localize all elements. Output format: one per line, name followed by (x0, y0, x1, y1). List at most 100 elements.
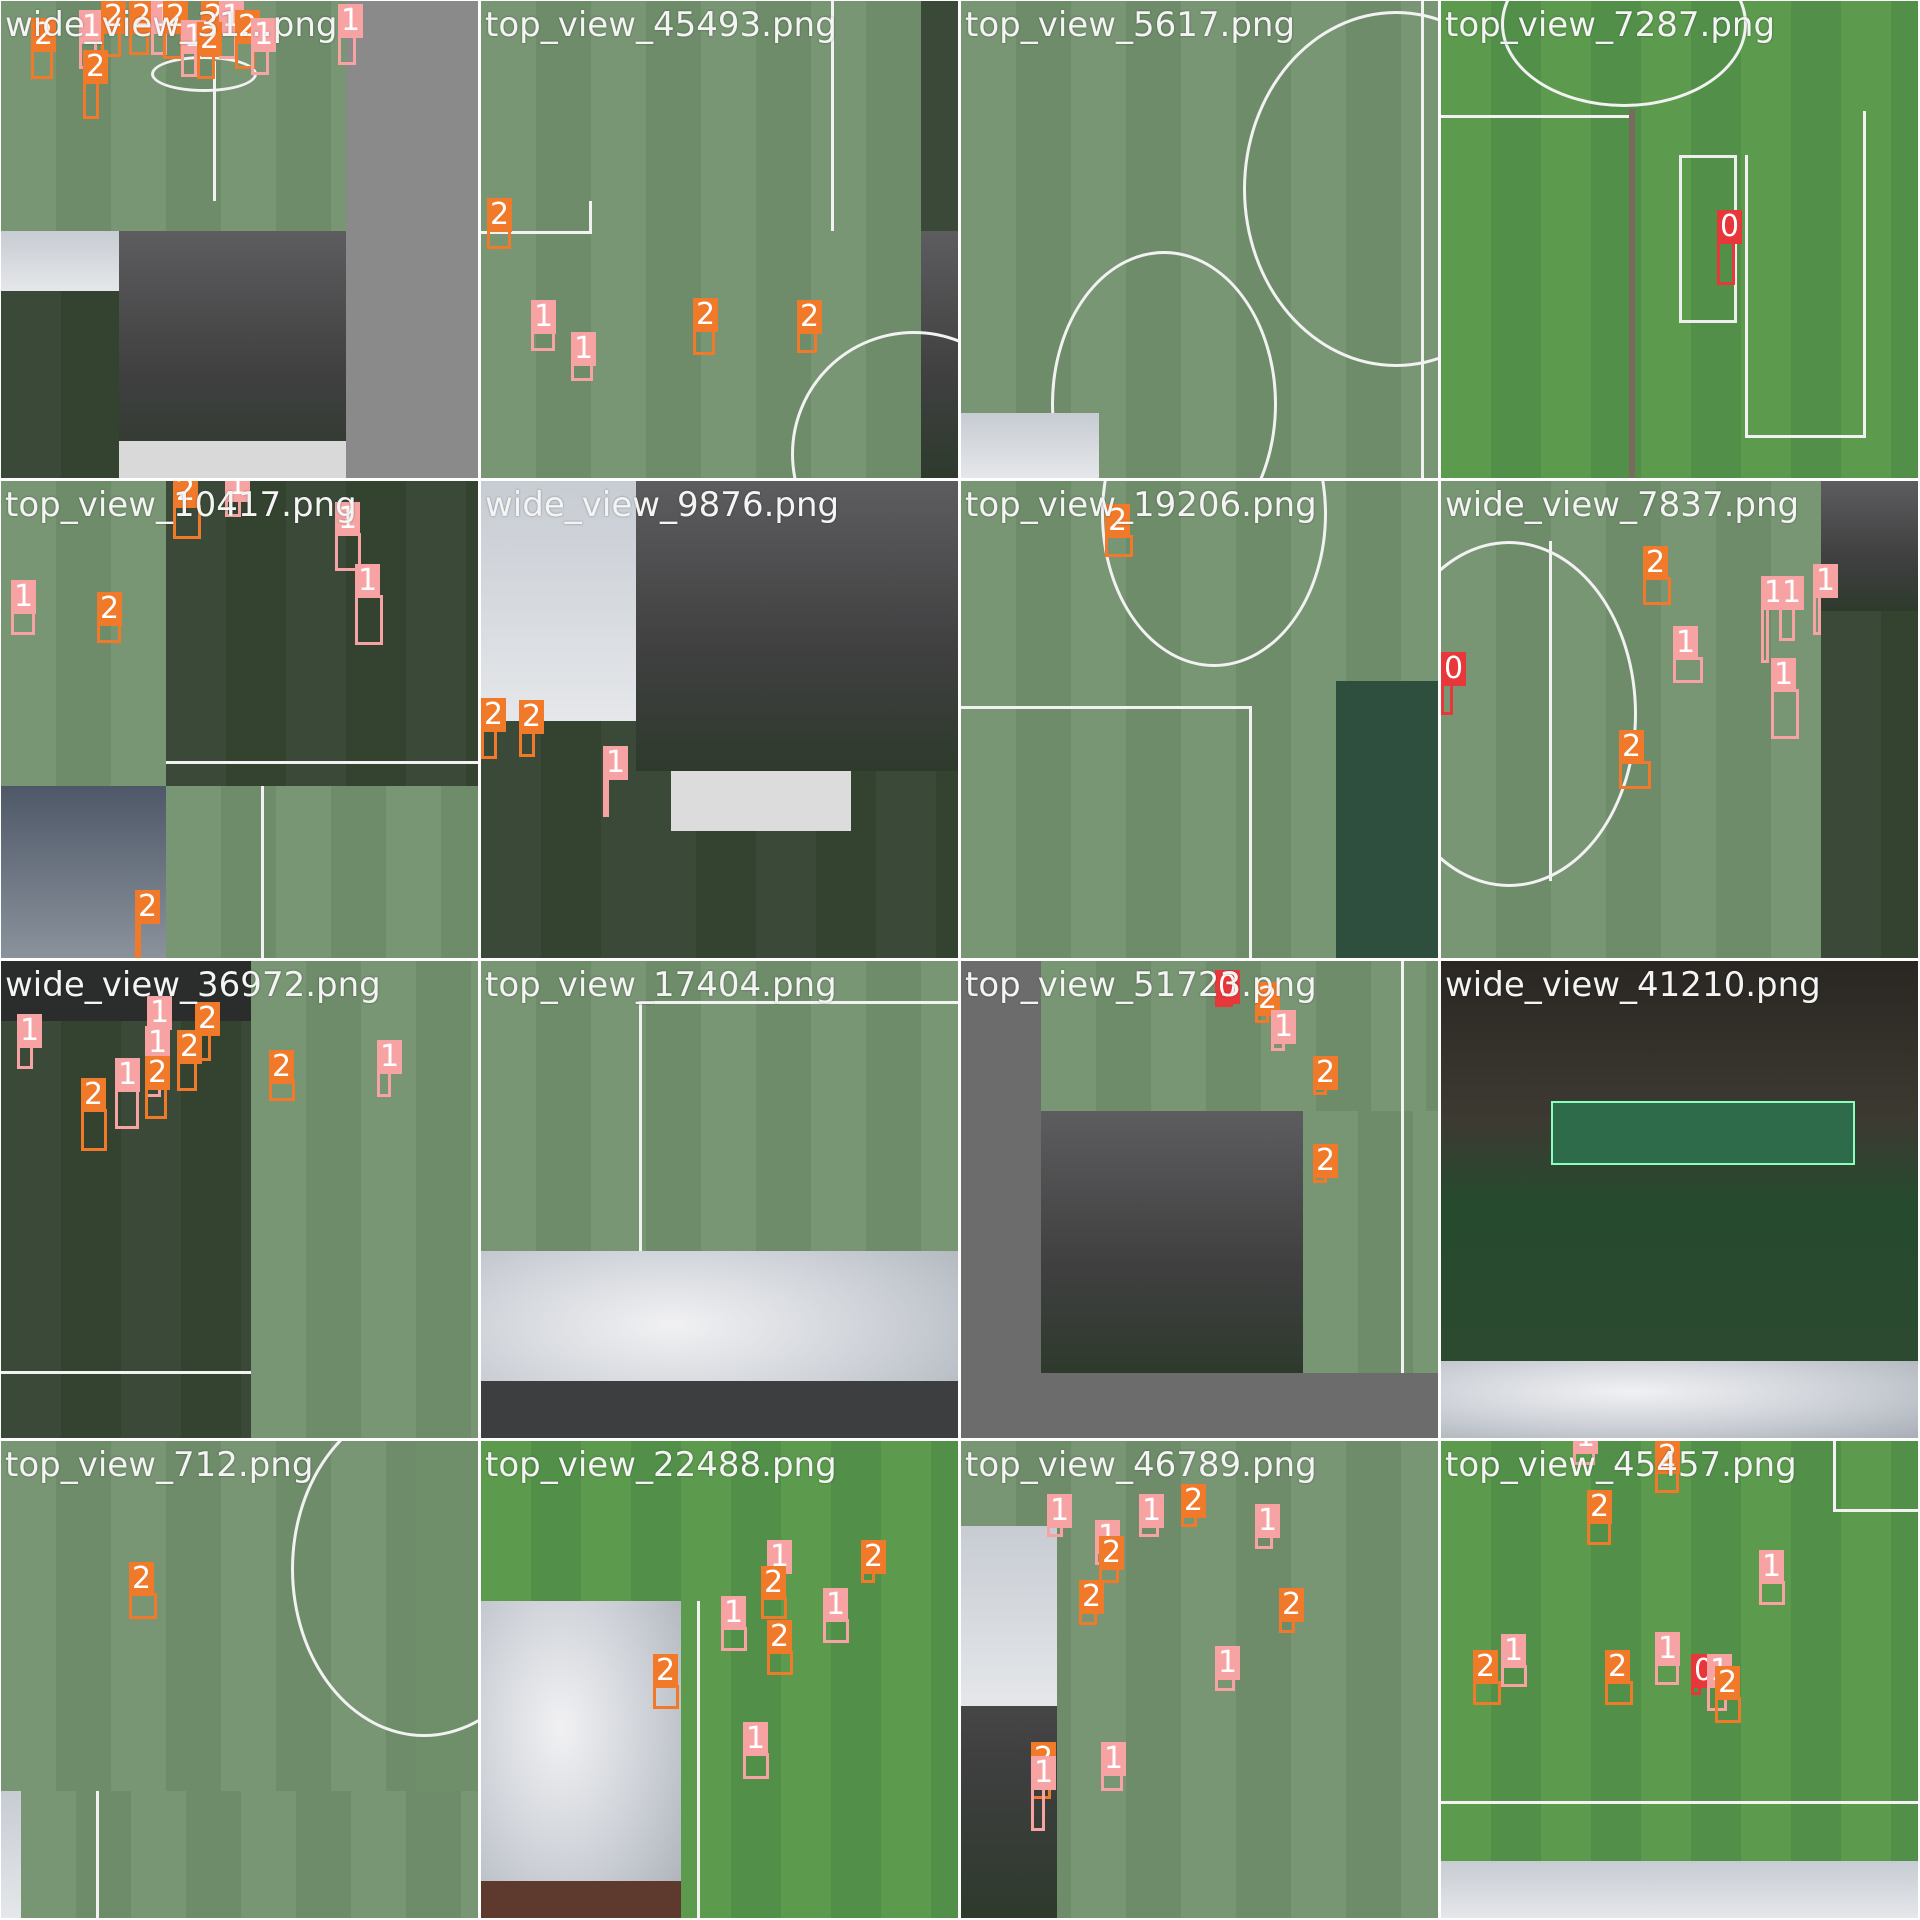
detection-box: 1 (335, 502, 361, 571)
detection-box: 2 (653, 1654, 679, 1709)
detection-box: 1 (1573, 1441, 1599, 1465)
class-label: 1 (1047, 1494, 1073, 1528)
class-label: 1 (1759, 1550, 1785, 1584)
billboard (1551, 1101, 1855, 1165)
detection-box: 1 (743, 1722, 769, 1779)
class-label: 2 (1619, 730, 1645, 764)
sideline (1629, 109, 1635, 478)
class-label: 2 (487, 198, 513, 232)
scene-patch (1, 786, 166, 958)
detection-box: 1 (1047, 1494, 1073, 1537)
detection-box: 1 (1779, 576, 1805, 641)
mosaic-tile: top_view_19206.png 2 (961, 481, 1438, 958)
detection-box: 2 (135, 890, 161, 958)
field-line (1745, 435, 1865, 438)
class-label: 1 (145, 1026, 171, 1060)
class-label: 1 (1255, 1504, 1281, 1538)
class-label: 2 (767, 1620, 793, 1654)
scene-patch (921, 1, 958, 231)
detection-box: 1 (721, 1596, 747, 1651)
detection-box: 2 (1655, 1441, 1681, 1493)
detection-box: 0 (1691, 1654, 1717, 1695)
tile-filename: top_view_45457.png (1445, 1445, 1797, 1485)
mosaic-tile: top_view_5617.png (961, 1, 1438, 478)
detection-box: 2 (173, 481, 201, 539)
class-label: 0 (1441, 652, 1467, 686)
scene-patch (636, 481, 958, 771)
detection-box: 1 (145, 1026, 171, 1097)
detection-box: 1 (181, 20, 207, 77)
tile-filename: top_view_51723.png (965, 965, 1317, 1005)
detection-box: 2 (481, 698, 507, 759)
class-label: 2 (135, 890, 161, 924)
class-label: 2 (1105, 504, 1131, 538)
detection-box: 1 (17, 1014, 43, 1069)
detection-box: 1 (1031, 1756, 1057, 1831)
mosaic-tile: wide_view_31...png21221221211221 (1, 1, 478, 478)
detection-box: 2 (761, 1566, 787, 1619)
class-label: 1 (225, 481, 251, 502)
field-line (697, 1601, 700, 1918)
mosaic-tile: top_view_712.png 2 (1, 1441, 478, 1918)
tree-line (481, 1381, 958, 1438)
tile-filename: top_view_10417.png (5, 485, 357, 525)
detection-box: 2 (1255, 982, 1281, 1023)
detection-box: 1 (11, 580, 37, 635)
class-label: 2 (173, 481, 199, 508)
detection-box: 2 (1181, 1484, 1207, 1527)
scene-patch (1441, 1361, 1918, 1438)
class-label: 2 (481, 698, 507, 732)
detection-box: 2 (1643, 546, 1671, 605)
class-label: 2 (1643, 546, 1669, 580)
detection-box: 1 (1101, 1742, 1127, 1791)
detection-box: 2 (177, 1030, 203, 1091)
detection-box: 0 (1215, 970, 1241, 1007)
class-label: 1 (1215, 1646, 1241, 1680)
detection-box: 2 (1099, 1536, 1125, 1583)
field-line (1745, 155, 1748, 435)
class-label: 2 (145, 1056, 171, 1090)
detection-box: 2 (797, 300, 823, 353)
detection-box: 2 (145, 1056, 171, 1119)
field-line (589, 201, 592, 234)
class-label: 2 (269, 1050, 295, 1084)
class-label: 1 (571, 332, 597, 366)
class-label: 1 (1573, 1441, 1599, 1454)
class-label: 2 (197, 22, 223, 56)
detection-box: 1 (603, 746, 629, 817)
detection-box: 0 (1717, 210, 1743, 285)
scene-patch (346, 1, 478, 478)
field-line (961, 706, 1251, 709)
detection-box: 2 (129, 1, 155, 55)
detection-box: 1 (1759, 1550, 1785, 1605)
tile-filename: wide_view_36972.png (5, 965, 381, 1005)
tile-filename: top_view_22488.png (485, 1445, 837, 1485)
detection-box: 1 (1139, 1494, 1165, 1537)
class-label: 0 (1215, 970, 1241, 1004)
detection-box: 2 (1587, 1490, 1613, 1545)
class-label: 1 (603, 746, 629, 780)
class-label: 2 (1313, 1144, 1339, 1178)
field-line (1549, 541, 1552, 881)
tile-filename: top_view_7287.png (1445, 5, 1776, 45)
class-label: 2 (81, 1078, 107, 1112)
class-label: 2 (693, 298, 719, 332)
class-label: 1 (1271, 1010, 1297, 1044)
detection-box: 1 (251, 18, 277, 75)
detection-box: 1 (115, 1058, 141, 1129)
class-label: 1 (1031, 1756, 1057, 1790)
detection-box: 2 (31, 18, 57, 79)
mosaic-tile: top_view_51723.png 0 2 1 2 2 (961, 961, 1438, 1438)
field-line (639, 1001, 642, 1251)
field-line (1249, 706, 1252, 958)
class-label: 1 (1655, 1632, 1681, 1666)
class-label: 1 (1771, 658, 1797, 692)
scene-patch (1, 291, 119, 478)
mosaic-tile: top_view_10417.png 2 2 1 1 2 1 1 (1, 481, 478, 958)
tile-filename: top_view_46789.png (965, 1445, 1317, 1485)
field-line (831, 1, 834, 231)
tile-filename: top_view_19206.png (965, 485, 1317, 525)
class-label: 1 (147, 996, 173, 1030)
detection-box: 1 (823, 1588, 849, 1643)
